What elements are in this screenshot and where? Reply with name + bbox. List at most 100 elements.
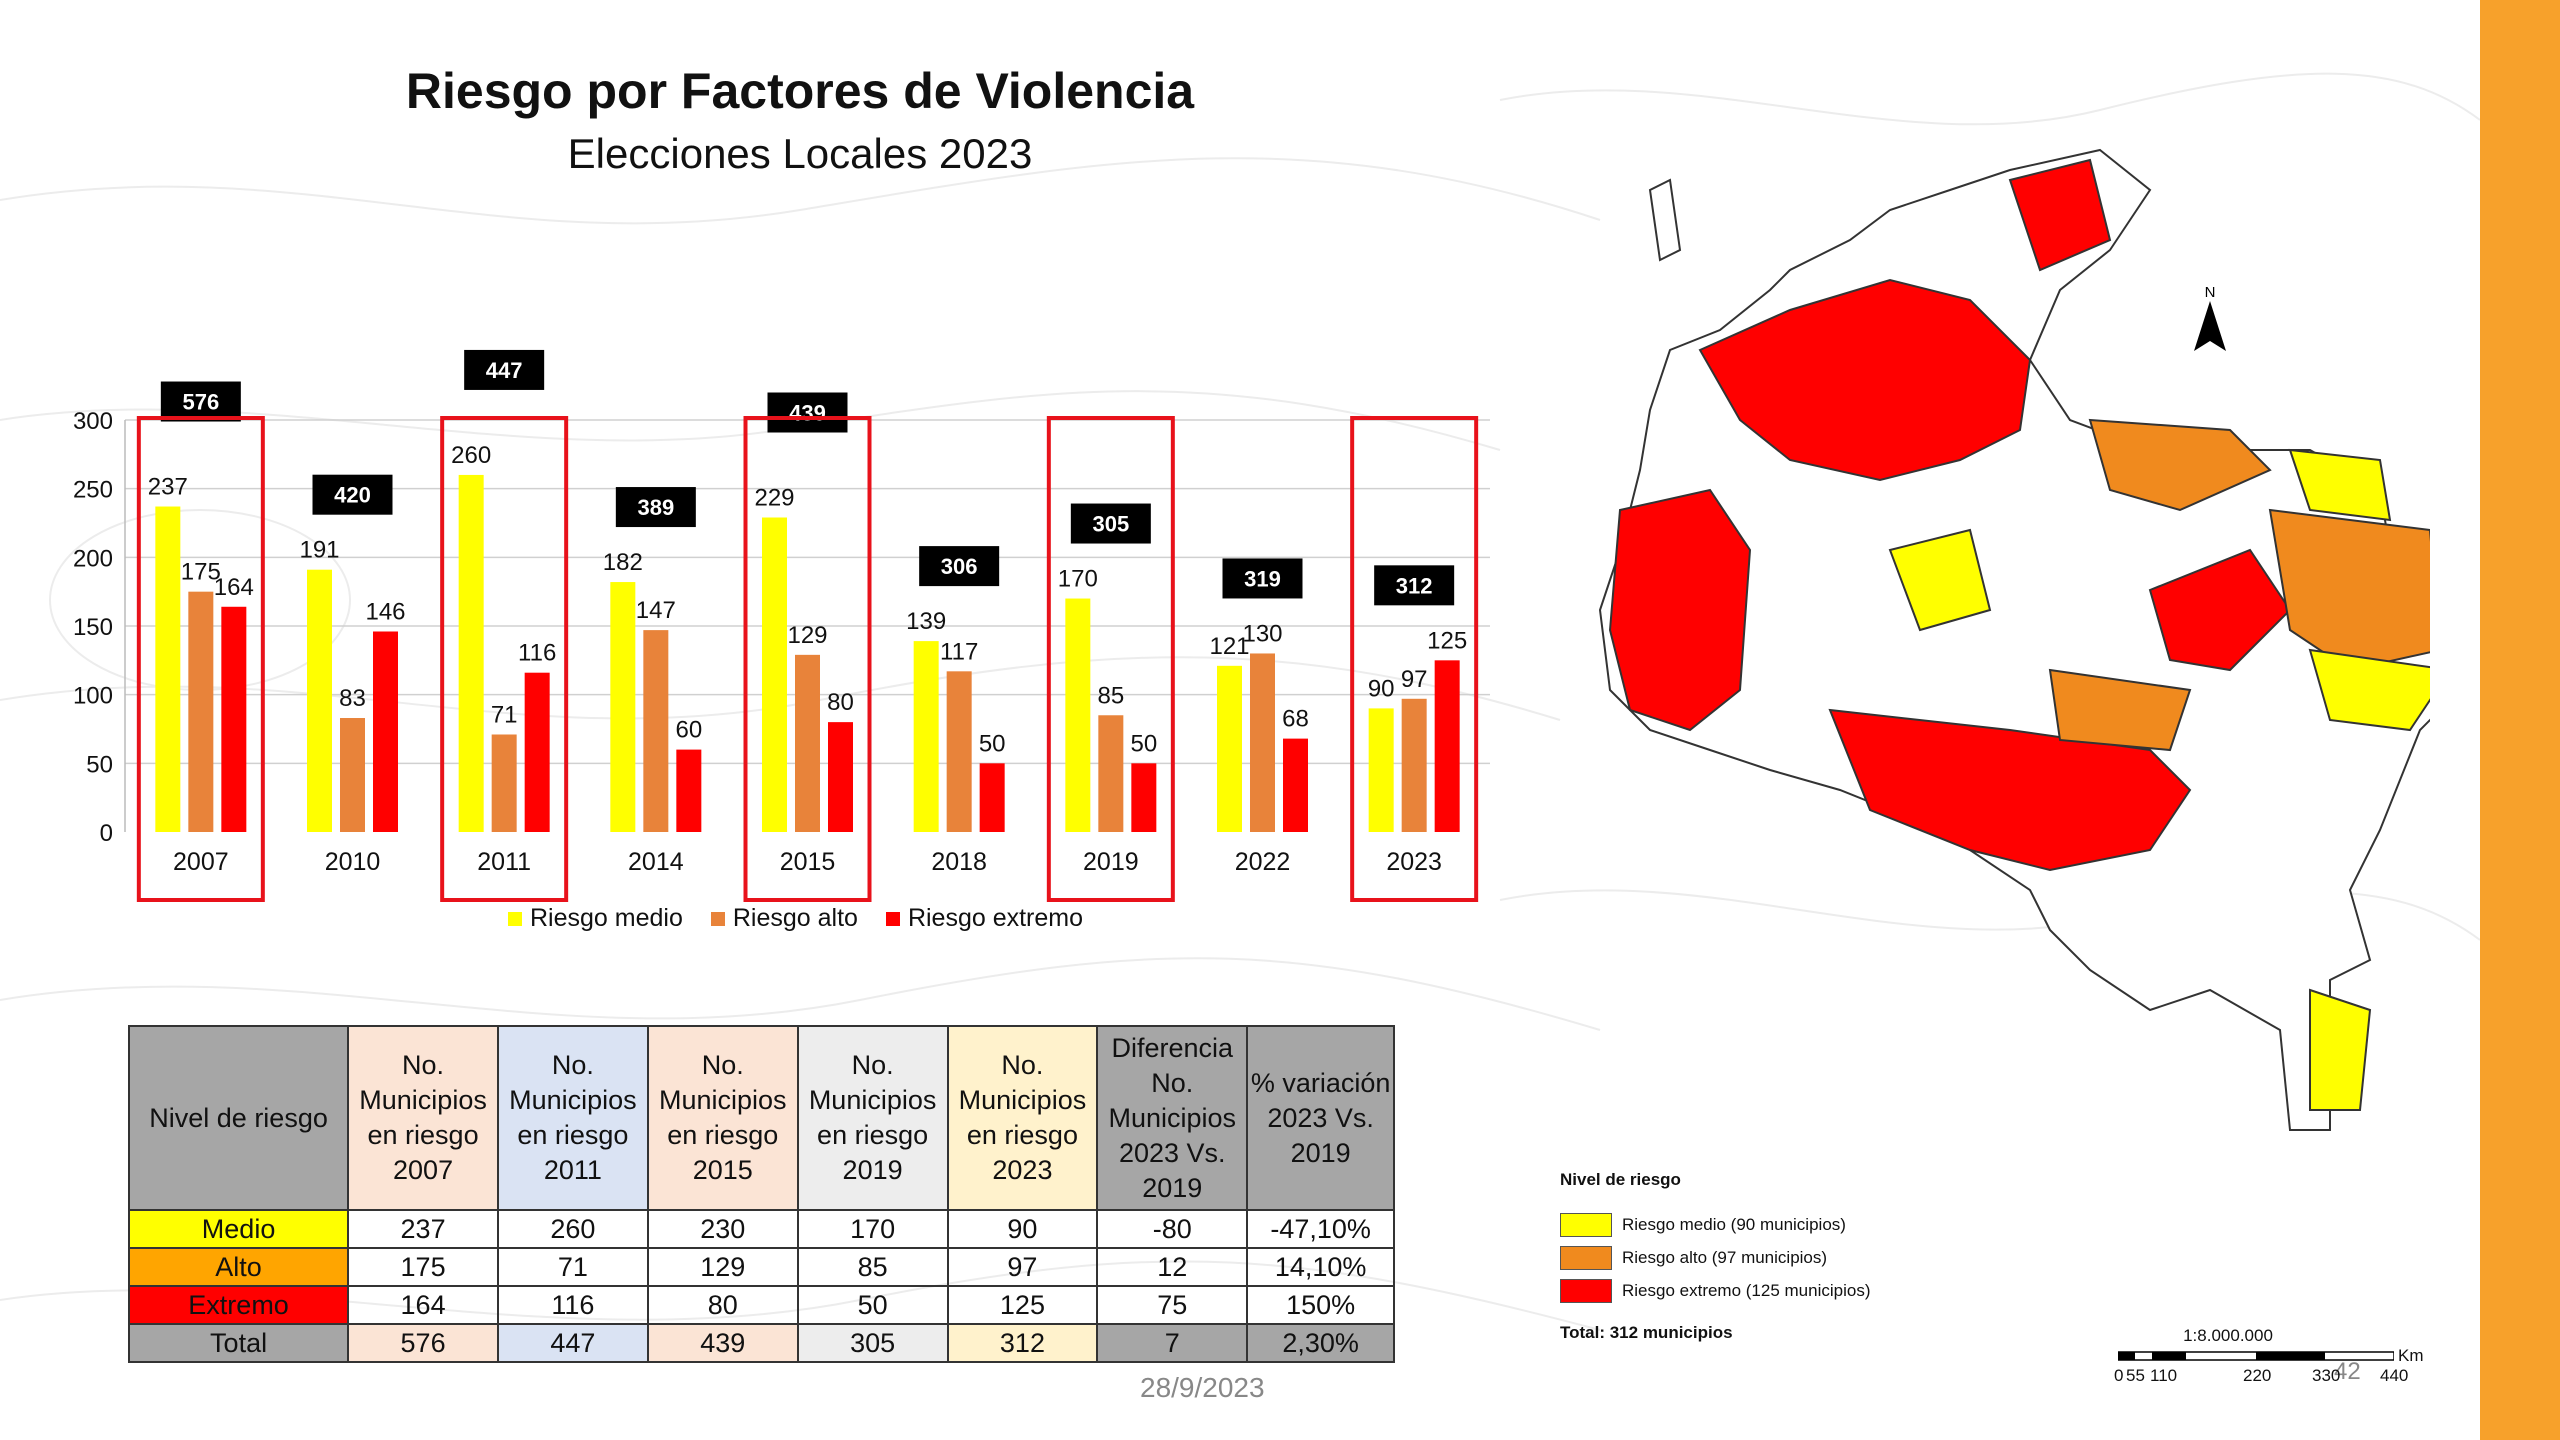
y-tick-label: 300 [73,408,113,435]
map-region-medio-center [1888,528,1992,632]
legend-swatch-medio [508,912,522,927]
header-diferencia: Diferencia No. Municipios 2023 Vs. 2019 [1096,1025,1249,1211]
bar-value-label: 130 [1242,620,1282,647]
x-tick-label: 2007 [173,848,229,876]
colombia-risk-map [1598,148,2430,1131]
bar-value-label: 229 [754,485,794,512]
bar-2011-1 [491,734,517,832]
bar-value-label: 80 [827,689,854,716]
bar-value-label: 164 [214,574,254,601]
map-region-medio-east [2308,648,2430,732]
header-2007: No. Municipios en riesgo 2007 [347,1025,499,1211]
total-value-label: 439 [789,401,826,426]
total-value-label: 420 [334,483,371,508]
map-legend-item: Riesgo extremo (125 municipios) [1560,1274,1871,1307]
map-legend-swatch [1560,1278,1612,1303]
bar-value-label: 116 [518,640,556,667]
bar-value-label: 182 [603,549,643,576]
table-cell: 312 [946,1323,1099,1363]
bar-2023-2 [1434,660,1460,832]
bar-2014-0 [610,582,636,832]
y-tick-label: 250 [73,477,113,504]
bar-2015-1 [795,654,820,832]
x-tick-label: 2019 [1083,848,1139,876]
bar-2010-2 [373,631,398,832]
table-cell: 125 [946,1285,1099,1325]
map-region-extremo-west [1608,488,1752,732]
table-cell: -47,10% [1246,1209,1395,1249]
page-subtitle: Elecciones Locales 2023 [567,130,1033,177]
north-label: N [2204,284,2216,301]
highlight-frame [1350,416,1479,902]
x-tick-label: 2015 [780,848,836,876]
y-tick-label: 200 [73,545,113,572]
total-box [1374,565,1455,606]
legend-label-extremo: Riesgo extremo [907,904,1084,932]
total-box [767,392,848,433]
legend-item-alto: Riesgo alto [710,904,858,933]
table-row-total: Total 576 447 439 305 312 7 2,30% [127,1323,1395,1363]
map-legend-item: Riesgo alto (97 municipios) [1560,1241,1871,1274]
table-cell: 175 [347,1247,499,1287]
bar-2011-2 [524,672,550,832]
table-cell: 85 [796,1247,949,1287]
bar-value-label: 129 [787,622,827,649]
map-legend-swatch [1560,1212,1612,1237]
legend-swatch-alto [710,912,725,927]
table-cell: 7 [1096,1323,1249,1363]
table-cell: -80 [1096,1209,1249,1249]
legend-item-medio: Riesgo medio [508,904,683,933]
bar-2007-1 [188,591,214,832]
y-tick-label: 150 [73,614,113,641]
north-arrow: N [2190,284,2230,361]
highlight-frame [440,416,569,902]
highlight-frame [136,416,265,902]
map-legend: Nivel de riesgo Riesgo medio (90 municip… [1560,1170,1871,1343]
map-scale-bar: 1:8.000.000 Km 0 55 110 220 330 440 [2114,1326,2424,1386]
total-value-label: 389 [637,495,674,520]
highlight-frame [743,416,872,902]
map-region-medio-northeast [2288,448,2392,522]
slide-date: 28/9/2023 [1140,1372,1265,1403]
table-cell: 80 [646,1285,799,1325]
scale-tick: 55 [2126,1366,2145,1385]
bar-2019-1 [1098,715,1124,832]
bar-2010-1 [340,718,365,832]
map-legend-total: Total: 312 municipios [1560,1323,1733,1342]
bar-value-label: 260 [451,442,491,469]
table-cell: 75 [1096,1285,1249,1325]
table-cell: 150% [1246,1285,1395,1325]
total-box [160,381,241,422]
map-legend-title: Nivel de riesgo [1560,1170,1681,1189]
table-row-alto: Alto 175 71 129 85 97 12 14,10% [127,1247,1395,1287]
x-tick-label: 2018 [931,848,987,876]
bar-value-label: 83 [339,685,366,712]
table-cell: 116 [496,1285,649,1325]
map-legend-swatch [1560,1245,1612,1270]
map-region-extremo-south [1828,708,2192,872]
table-header-row: Nivel de riesgo No. Municipios en riesgo… [127,1025,1395,1211]
bar-value-label: 85 [1097,682,1124,709]
table-cell: 447 [496,1323,649,1363]
bar-value-label: 237 [148,474,188,501]
map-legend-label: Riesgo extremo (125 municipios) [1622,1280,1871,1300]
map-region-alto-central [2048,668,2192,752]
scale-tick: 220 [2243,1366,2272,1385]
total-value-label: 319 [1244,566,1281,591]
table-cell: 71 [496,1247,649,1287]
bar-2022-1 [1250,653,1275,832]
scale-tick: 0 [2114,1366,2124,1385]
bar-value-label: 60 [675,717,702,744]
bar-2007-0 [155,506,181,832]
total-box [615,487,696,528]
header-nivel: Nivel de riesgo [127,1025,350,1211]
table-cell: 576 [347,1323,499,1363]
table-cell: 14,10% [1246,1247,1395,1287]
bar-value-label: 175 [181,559,221,586]
bar-2014-2 [676,749,702,832]
bar-value-label: 50 [979,730,1006,757]
total-box [464,349,545,390]
accent-side-bar [2480,0,2560,1440]
map-region-extremo-east [2148,548,2292,672]
